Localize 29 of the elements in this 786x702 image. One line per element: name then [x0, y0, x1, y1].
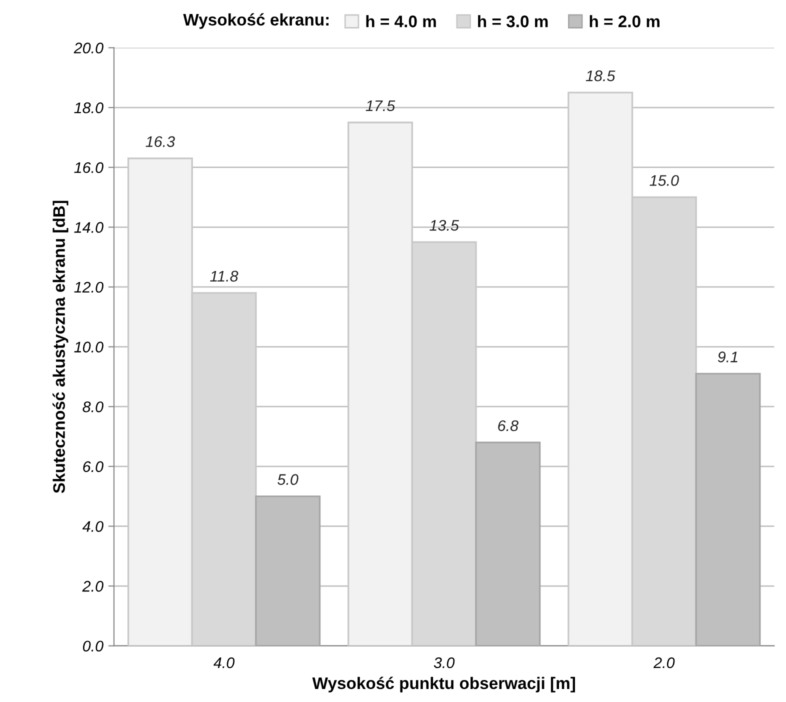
data-label: 18.5: [586, 70, 616, 82]
y-tick-label: 18.0: [74, 102, 104, 114]
y-tick-label: 12.0: [74, 282, 104, 293]
x-axis-title: Wysokość punktu obserwacji [m]: [312, 676, 575, 692]
y-tick-label: 0.0: [82, 640, 104, 652]
data-label: 13.5: [430, 220, 459, 231]
y-axis-title: Skuteczność akustyczna ekranu [dB]: [52, 200, 68, 494]
data-label: 16.3: [146, 136, 175, 148]
data-label: 6.8: [498, 420, 518, 432]
x-tick-label: 4.0: [213, 657, 235, 668]
x-tick-label: 2.0: [653, 657, 675, 668]
x-tick-label: 3.0: [434, 657, 455, 668]
legend-label: h = 3.0 m: [478, 15, 548, 28]
y-tick-label: 16.0: [74, 162, 104, 174]
y-tick-label: 20.0: [74, 42, 104, 54]
data-label: 9.1: [718, 352, 738, 362]
data-label: 17.5: [366, 100, 396, 112]
data-label: 5.0: [278, 474, 298, 485]
y-tick-label: 14.0: [74, 222, 104, 233]
data-label: 15.0: [650, 175, 679, 186]
legend-label: h = 4.0 m: [366, 15, 436, 28]
y-tick-label: 10.0: [74, 342, 104, 352]
y-tick-label: 4.0: [82, 521, 104, 532]
y-tick-label: 6.0: [83, 461, 104, 472]
data-label: 11.8: [210, 270, 238, 282]
legend-label: h = 2.0 m: [590, 15, 660, 28]
y-tick-label: 8.0: [82, 401, 104, 412]
y-tick-label: 2.0: [82, 580, 104, 592]
legend-title: Wysokość ekranu:: [183, 13, 329, 29]
